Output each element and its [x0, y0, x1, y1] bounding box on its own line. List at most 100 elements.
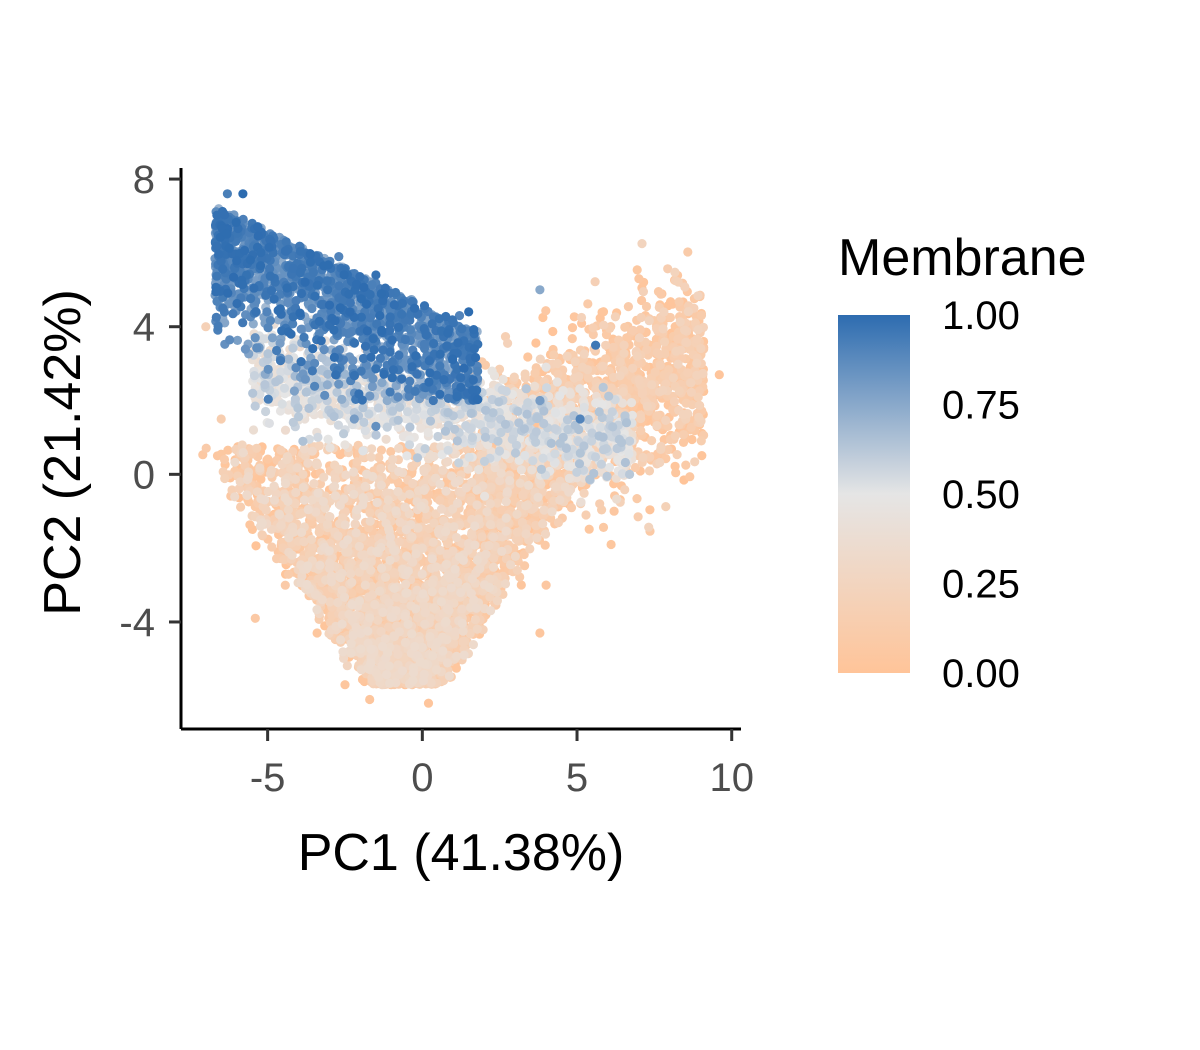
- scatter-point: [641, 301, 652, 312]
- scatter-point: [636, 426, 646, 436]
- scatter-point: [477, 532, 487, 542]
- scatter-point: [681, 337, 691, 347]
- scatter-point: [520, 369, 530, 379]
- scatter-point: [506, 560, 516, 570]
- scatter-point: [566, 503, 577, 513]
- scatter-point: [678, 409, 688, 420]
- scatter-point: [325, 558, 335, 568]
- scatter-point: [283, 505, 293, 515]
- scatter-point: [352, 457, 362, 467]
- scatter-point: [475, 564, 485, 574]
- scatter-point: [549, 350, 559, 360]
- scatter-point: [670, 431, 681, 441]
- scatter-point: [599, 320, 609, 330]
- scatter-point: [541, 580, 551, 590]
- scatter-point: [696, 343, 706, 354]
- scatter-point: [324, 511, 334, 522]
- scatter-point: [683, 307, 694, 317]
- scatter-point: [461, 483, 471, 493]
- scatter-point: [438, 465, 448, 475]
- scatter-point: [541, 306, 551, 316]
- scatter-point: [365, 508, 375, 518]
- scatter-point: [472, 500, 482, 510]
- scatter-points: [198, 189, 724, 708]
- scatter-point: [521, 501, 531, 511]
- scatter-point: [373, 615, 383, 625]
- scatter-point: [429, 603, 439, 613]
- scatter-point: [251, 541, 261, 551]
- scatter-point: [220, 473, 230, 484]
- scatter-point: [495, 476, 505, 486]
- scatter-point: [261, 505, 271, 515]
- scatter-point: [638, 387, 648, 398]
- scatter-point: [555, 495, 565, 505]
- scatter-point: [510, 551, 520, 562]
- scatter-point: [449, 522, 459, 532]
- scatter-point: [245, 520, 255, 530]
- scatter-point: [694, 412, 704, 422]
- scatter-point: [457, 604, 467, 614]
- scatter-point: [694, 400, 705, 410]
- scatter-point: [581, 510, 591, 520]
- scatter-point: [590, 277, 600, 287]
- scatter-point: [601, 340, 611, 350]
- scatter-point: [650, 367, 660, 377]
- scatter-point: [230, 492, 240, 502]
- scatter-point: [692, 358, 702, 368]
- scatter-point: [525, 544, 535, 554]
- scatter-point: [693, 392, 703, 402]
- scatter-point: [685, 472, 695, 482]
- scatter-point: [693, 291, 703, 301]
- scatter-point: [531, 338, 541, 348]
- scatter-point: [291, 487, 301, 498]
- scatter-point: [578, 362, 588, 372]
- scatter-point: [431, 562, 441, 572]
- scatter-point: [636, 312, 646, 323]
- scatter-point: [678, 430, 689, 440]
- scatter-point: [427, 578, 437, 589]
- scatter-point: [579, 488, 589, 498]
- scatter-point: [295, 509, 305, 519]
- scatter-point: [548, 326, 558, 337]
- scatter-point: [405, 489, 415, 499]
- scatter-point: [609, 506, 619, 516]
- scatter-point: [523, 352, 533, 362]
- scatter-point: [312, 460, 322, 470]
- scatter-point: [515, 478, 525, 488]
- scatter-point: [376, 480, 386, 490]
- scatter-point: [652, 421, 662, 431]
- scatter-point: [451, 532, 462, 543]
- scatter-point: [661, 415, 671, 425]
- scatter-point: [287, 550, 297, 560]
- scatter-point: [383, 495, 393, 505]
- scatter-point: [634, 375, 644, 385]
- scatter-point: [659, 307, 669, 317]
- scatter-point: [569, 373, 579, 383]
- scatter-point: [219, 454, 230, 465]
- scatter-point: [334, 464, 344, 474]
- scatter-point: [634, 274, 644, 284]
- scatter-point: [298, 482, 308, 493]
- scatter-point: [360, 481, 370, 491]
- scatter-point: [576, 312, 587, 323]
- scatter-point: [394, 443, 404, 453]
- scatter-point: [673, 359, 683, 369]
- scatter-point: [655, 457, 665, 468]
- scatter-point: [633, 512, 643, 522]
- scatter-point: [692, 370, 702, 380]
- scatter-point: [512, 509, 522, 519]
- scatter-point: [567, 334, 577, 344]
- scatter-point: [535, 628, 545, 638]
- scatter-point: [687, 400, 697, 410]
- scatter-point: [584, 524, 594, 534]
- scatter-point: [714, 370, 724, 380]
- scatter-point: [267, 542, 277, 552]
- scatter-point: [283, 569, 294, 579]
- scatter-point: [552, 358, 563, 369]
- scatter-point: [256, 474, 266, 484]
- scatter-point: [365, 694, 375, 705]
- scatter-point: [530, 368, 540, 378]
- scatter-point: [518, 490, 528, 500]
- scatter-point: [553, 518, 564, 528]
